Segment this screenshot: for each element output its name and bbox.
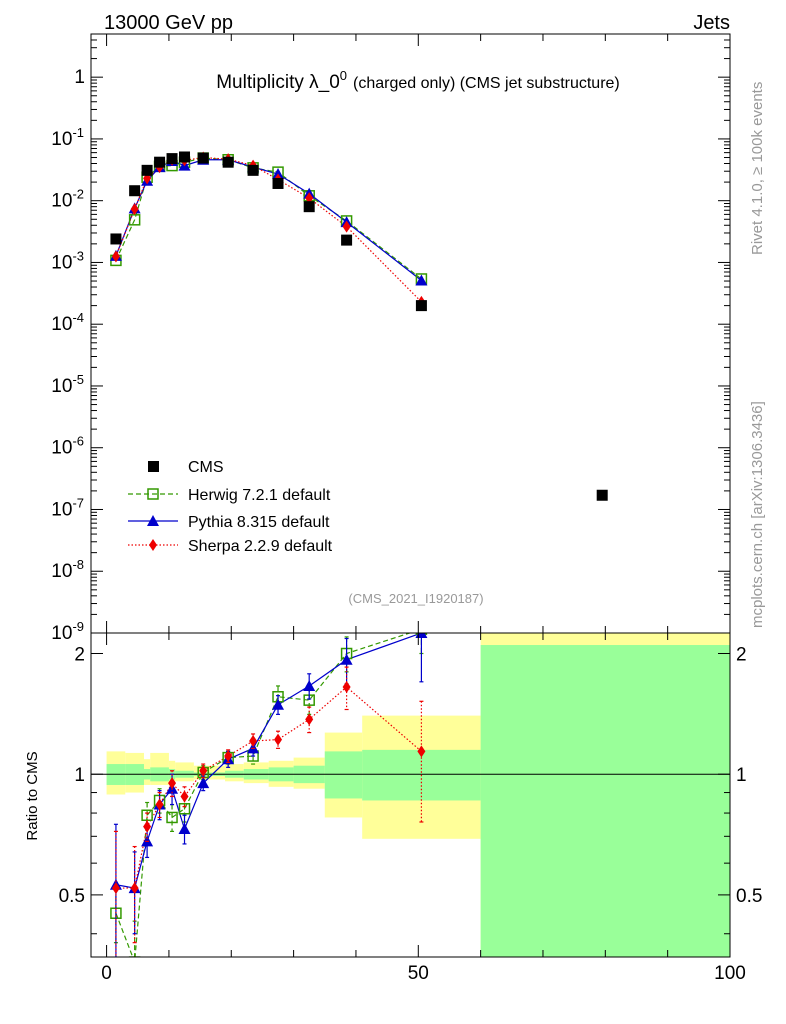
legend-marker-pythia: [147, 515, 159, 526]
ratio-y-tick-label-right: 1: [736, 765, 747, 786]
pythia-main-point: [415, 274, 428, 286]
stat-uncertainty-band: [480, 645, 730, 957]
ratio-uncertainty-bands: [91, 633, 730, 957]
sherpa-main-point: [130, 203, 139, 216]
y-tick-label: 10-7: [51, 495, 84, 520]
y-tick-label: 10-9: [51, 619, 84, 644]
y-tick-label: 10-3: [51, 248, 84, 273]
sherpa-main-point: [342, 220, 351, 233]
plot-id-label: (CMS_2021_I1920187): [348, 591, 483, 606]
header-left: 13000 GeV pp: [104, 12, 233, 34]
cms-data-point: [110, 233, 122, 245]
sherpa-ratio-point: [155, 798, 164, 811]
axes: 1 10-1 10-2 10-3 10-4 10-5 10-6 10-7 10-8 10-9 0 50…: [51, 33, 762, 984]
pythia-ratio-point: [303, 679, 316, 691]
sherpa-main-point: [305, 192, 314, 205]
y-tick-label: 10-2: [51, 187, 84, 212]
cms-data-point: [129, 185, 141, 197]
cms-data-point: [154, 156, 166, 168]
y-tick-label: 10-5: [51, 372, 84, 397]
series-lines: [115, 156, 422, 957]
legend-label-cms: CMS: [188, 459, 224, 476]
legend-label-sherpa: Sherpa 2.2.9 default: [188, 538, 333, 555]
herwig-main-line: [115, 157, 422, 280]
ratio-y-tick-label-left: 2: [74, 645, 85, 666]
side-label-bottom: mcplots.cern.ch [arXiv:1306.3436]: [749, 401, 766, 628]
cms-data-point: [415, 300, 427, 312]
cms-data-point: [197, 152, 209, 164]
main-title: Multiplicity λ_00 (charged only) (CMS jet…: [216, 68, 620, 93]
sherpa-ratio-point: [224, 750, 233, 763]
pythia-ratio-point: [272, 698, 285, 710]
legend-item-cms: CMS: [148, 459, 224, 476]
cms-data-point: [141, 164, 153, 176]
ratio-plot-frame: [90, 632, 731, 958]
cms-data-point: [179, 151, 191, 163]
sherpa-ratio-point: [130, 882, 139, 895]
sherpa-ratio-point: [305, 713, 314, 726]
sherpa-ratio-point: [143, 820, 152, 833]
main-series-markers: [109, 151, 608, 501]
cms-data-point: [222, 156, 234, 168]
sherpa-ratio-point: [249, 735, 258, 748]
ratio-y-tick-label-left: 1: [74, 765, 85, 786]
sherpa-ratio-point: [199, 764, 208, 777]
legend-item-pythia: Pythia 8.315 default: [128, 514, 330, 531]
legend-label-herwig: Herwig 7.2.1 default: [188, 487, 331, 504]
herwig-ratio-point: [128, 956, 141, 957]
cms-data-point: [272, 177, 284, 189]
side-label-top: Rivet 4.1.0, ≥ 100k events: [749, 82, 766, 255]
pythia-ratio-point: [197, 777, 210, 789]
x-tick-label: 50: [408, 963, 429, 984]
sherpa-ratio-point: [417, 745, 426, 758]
cms-data-point: [341, 234, 353, 246]
main-title-sup: 0: [340, 68, 347, 83]
y-tick-label: 10-6: [51, 434, 84, 459]
x-tick-label: 0: [101, 963, 112, 984]
ratio-y-tick-label-right: 0.5: [736, 886, 762, 907]
herwig-ratio-point: [166, 811, 178, 824]
legend-item-sherpa: Sherpa 2.2.9 default: [128, 538, 333, 555]
x-tick-label: 100: [714, 963, 746, 984]
legend-marker-sherpa: [149, 539, 157, 551]
legend-item-herwig: Herwig 7.2.1 default: [128, 487, 331, 504]
ratio-y-tick-label-right: 2: [736, 645, 747, 666]
main-plot-frame: [90, 33, 731, 634]
cms-data-point: [596, 489, 608, 501]
sherpa-ratio-point: [168, 777, 177, 790]
ratio-series-markers: [109, 633, 428, 957]
legend-label-pythia: Pythia 8.315 default: [188, 514, 330, 531]
y-tick-label: 10-8: [51, 557, 84, 582]
cms-data-point: [247, 164, 259, 176]
sherpa-ratio-point: [111, 882, 120, 895]
cms-data-point: [166, 153, 178, 165]
ratio-y-tick-label-left: 0.5: [59, 886, 85, 907]
header-right: Jets: [693, 12, 730, 34]
stat-uncertainty-band: [324, 751, 363, 799]
pythia-main-line: [115, 159, 422, 281]
y-tick-label: 10-4: [51, 310, 84, 335]
cms-data-point: [303, 201, 315, 213]
pythia-ratio-point: [340, 653, 353, 665]
sherpa-ratio-point: [342, 681, 351, 694]
legend-marker-herwig: [147, 488, 159, 500]
sherpa-main-point: [111, 250, 120, 263]
y-tick-label: 1: [74, 67, 85, 88]
sherpa-main-line: [115, 156, 422, 303]
series-markers: [109, 151, 608, 957]
legend: CMS Herwig 7.2.1 default Pythia 8.315 de…: [128, 459, 333, 555]
herwig-ratio-point: [178, 803, 191, 815]
sherpa-ratio-point: [274, 733, 283, 746]
legend-marker-cms: [148, 461, 159, 472]
sherpa-ratio-point: [180, 790, 189, 803]
main-series-lines: [115, 156, 422, 303]
pythia-ratio-point: [178, 823, 191, 835]
main-title-sub: (charged only) (CMS jet substructure): [353, 75, 620, 92]
ratio-ylabel: Ratio to CMS: [24, 751, 41, 840]
y-tick-label: 10-1: [51, 125, 84, 150]
main-title-text: Multiplicity λ_0: [216, 72, 340, 93]
